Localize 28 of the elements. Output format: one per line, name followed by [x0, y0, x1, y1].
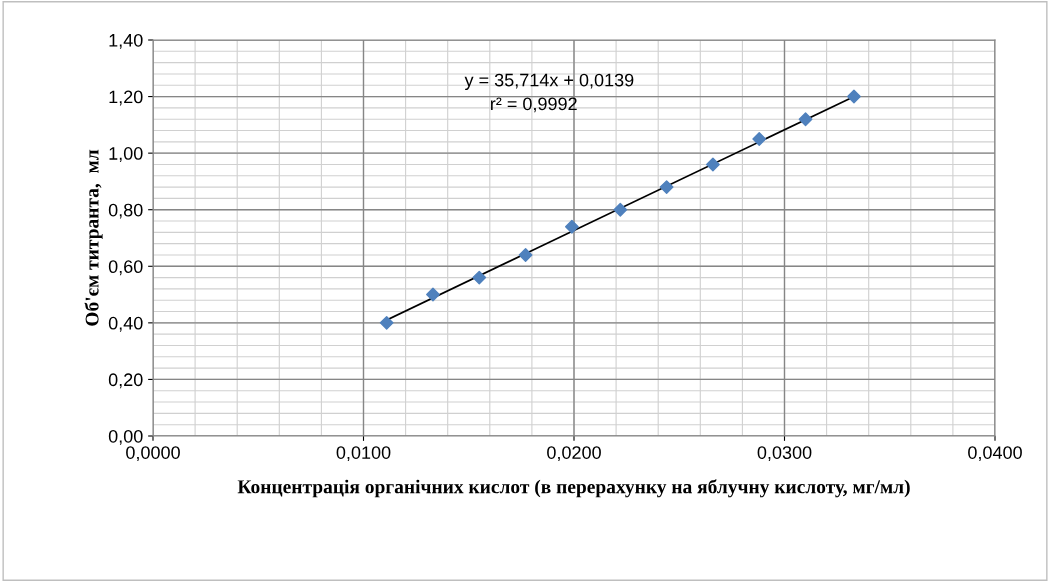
y-tick-label: 0,40	[108, 316, 143, 332]
point	[472, 270, 487, 285]
point	[752, 132, 767, 146]
y-tick-label: 0,00	[108, 429, 143, 445]
annotation: y = 35,714x + 0,0139	[464, 73, 634, 90]
y-tick-label: 0,20	[108, 373, 143, 389]
x-tick-label: 0,0300	[757, 446, 812, 462]
point	[426, 287, 440, 302]
y-tick-label: 1,00	[109, 147, 143, 162]
x-tick-label: 0,0200	[547, 446, 601, 462]
y-tick-label: 0,80	[108, 203, 143, 219]
y-tick-label: 0,60	[108, 260, 143, 276]
point	[564, 219, 579, 234]
point	[518, 248, 533, 262]
x-axis-title: Концентрація органічних кислот (в перерахунку на яблучну кислоту, мг/мл)	[237, 479, 910, 498]
point	[613, 202, 628, 217]
point	[706, 157, 720, 172]
x-tick-label: 0,0000	[126, 446, 180, 462]
y-axis-title: Об'єм титранта, мл	[84, 149, 103, 326]
x-tick-label: 0,0100	[336, 446, 391, 462]
x-tick-label: 0,0400	[968, 446, 1022, 462]
annotation: r² = 0,9992	[491, 97, 577, 113]
point	[379, 315, 394, 330]
y-tick-label: 1,40	[109, 33, 143, 49]
y-tick-label: 1,20	[109, 90, 143, 106]
point	[798, 112, 813, 127]
point	[847, 89, 861, 104]
point	[659, 180, 674, 194]
